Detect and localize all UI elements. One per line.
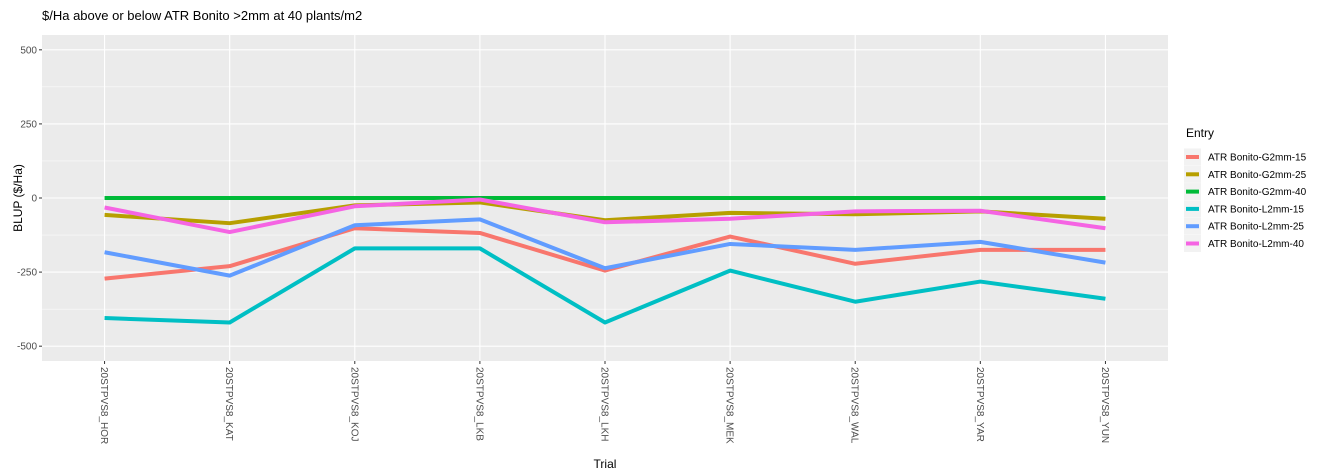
x-tick-label: 20STPVS8_LKB	[473, 367, 484, 441]
y-axis-title: BLUP ($/Ha)	[11, 164, 25, 232]
chart-title: $/Ha above or below ATR Bonito >2mm at 4…	[42, 8, 362, 23]
series-line-atr-bonito-l2mm-25	[104, 217, 1106, 278]
x-tick-label: 20STPVS8_YAR	[974, 367, 985, 442]
x-axis: 20STPVS8_HOR 20STPVS8_KAT 20STPVS8_KOJ 20ST…	[98, 361, 1110, 444]
x-tick-label: 20STPVS8_KAT	[223, 367, 234, 441]
x-tick-label: 20STPVS8_MEK	[724, 367, 735, 444]
series-line-atr-bonito-g2mm-15	[104, 226, 1106, 281]
y-tick-label: 500	[20, 45, 37, 56]
x-tick-label: 20STPVS8_WAL	[849, 367, 860, 444]
legend-label: ATR Bonito-G2mm-15	[1208, 153, 1307, 164]
legend-label: ATR Bonito-L2mm-40	[1208, 239, 1304, 250]
y-axis: 500 250 0 -250 -500	[17, 45, 42, 353]
y-tick-label: 250	[20, 119, 37, 130]
legend-title: Entry	[1186, 126, 1214, 140]
legend-label: ATR Bonito-G2mm-25	[1208, 170, 1307, 181]
y-tick-label: 0	[31, 194, 37, 205]
legend-items: ATR Bonito-G2mm-15 ATR Bonito-G2mm-25 ATR …	[1184, 148, 1307, 252]
x-tick-label: 20STPVS8_HOR	[98, 367, 109, 444]
series-lines	[104, 196, 1106, 325]
y-tick-label: -500	[17, 342, 37, 353]
y-tick-label: -250	[17, 268, 37, 279]
series-line-atr-bonito-l2mm-40	[104, 197, 1106, 235]
legend-label: ATR Bonito-L2mm-25	[1208, 222, 1304, 233]
x-tick-label: 20STPVS8_KOJ	[348, 367, 359, 441]
x-axis-title: Trial	[594, 457, 617, 471]
legend-label: ATR Bonito-L2mm-15	[1208, 204, 1304, 215]
legend-label: ATR Bonito-G2mm-40	[1208, 187, 1307, 198]
x-tick-label: 20STPVS8_LKH	[599, 367, 610, 442]
x-tick-label: 20STPVS8_YUN	[1099, 367, 1110, 443]
series-line-atr-bonito-l2mm-15	[104, 246, 1106, 325]
